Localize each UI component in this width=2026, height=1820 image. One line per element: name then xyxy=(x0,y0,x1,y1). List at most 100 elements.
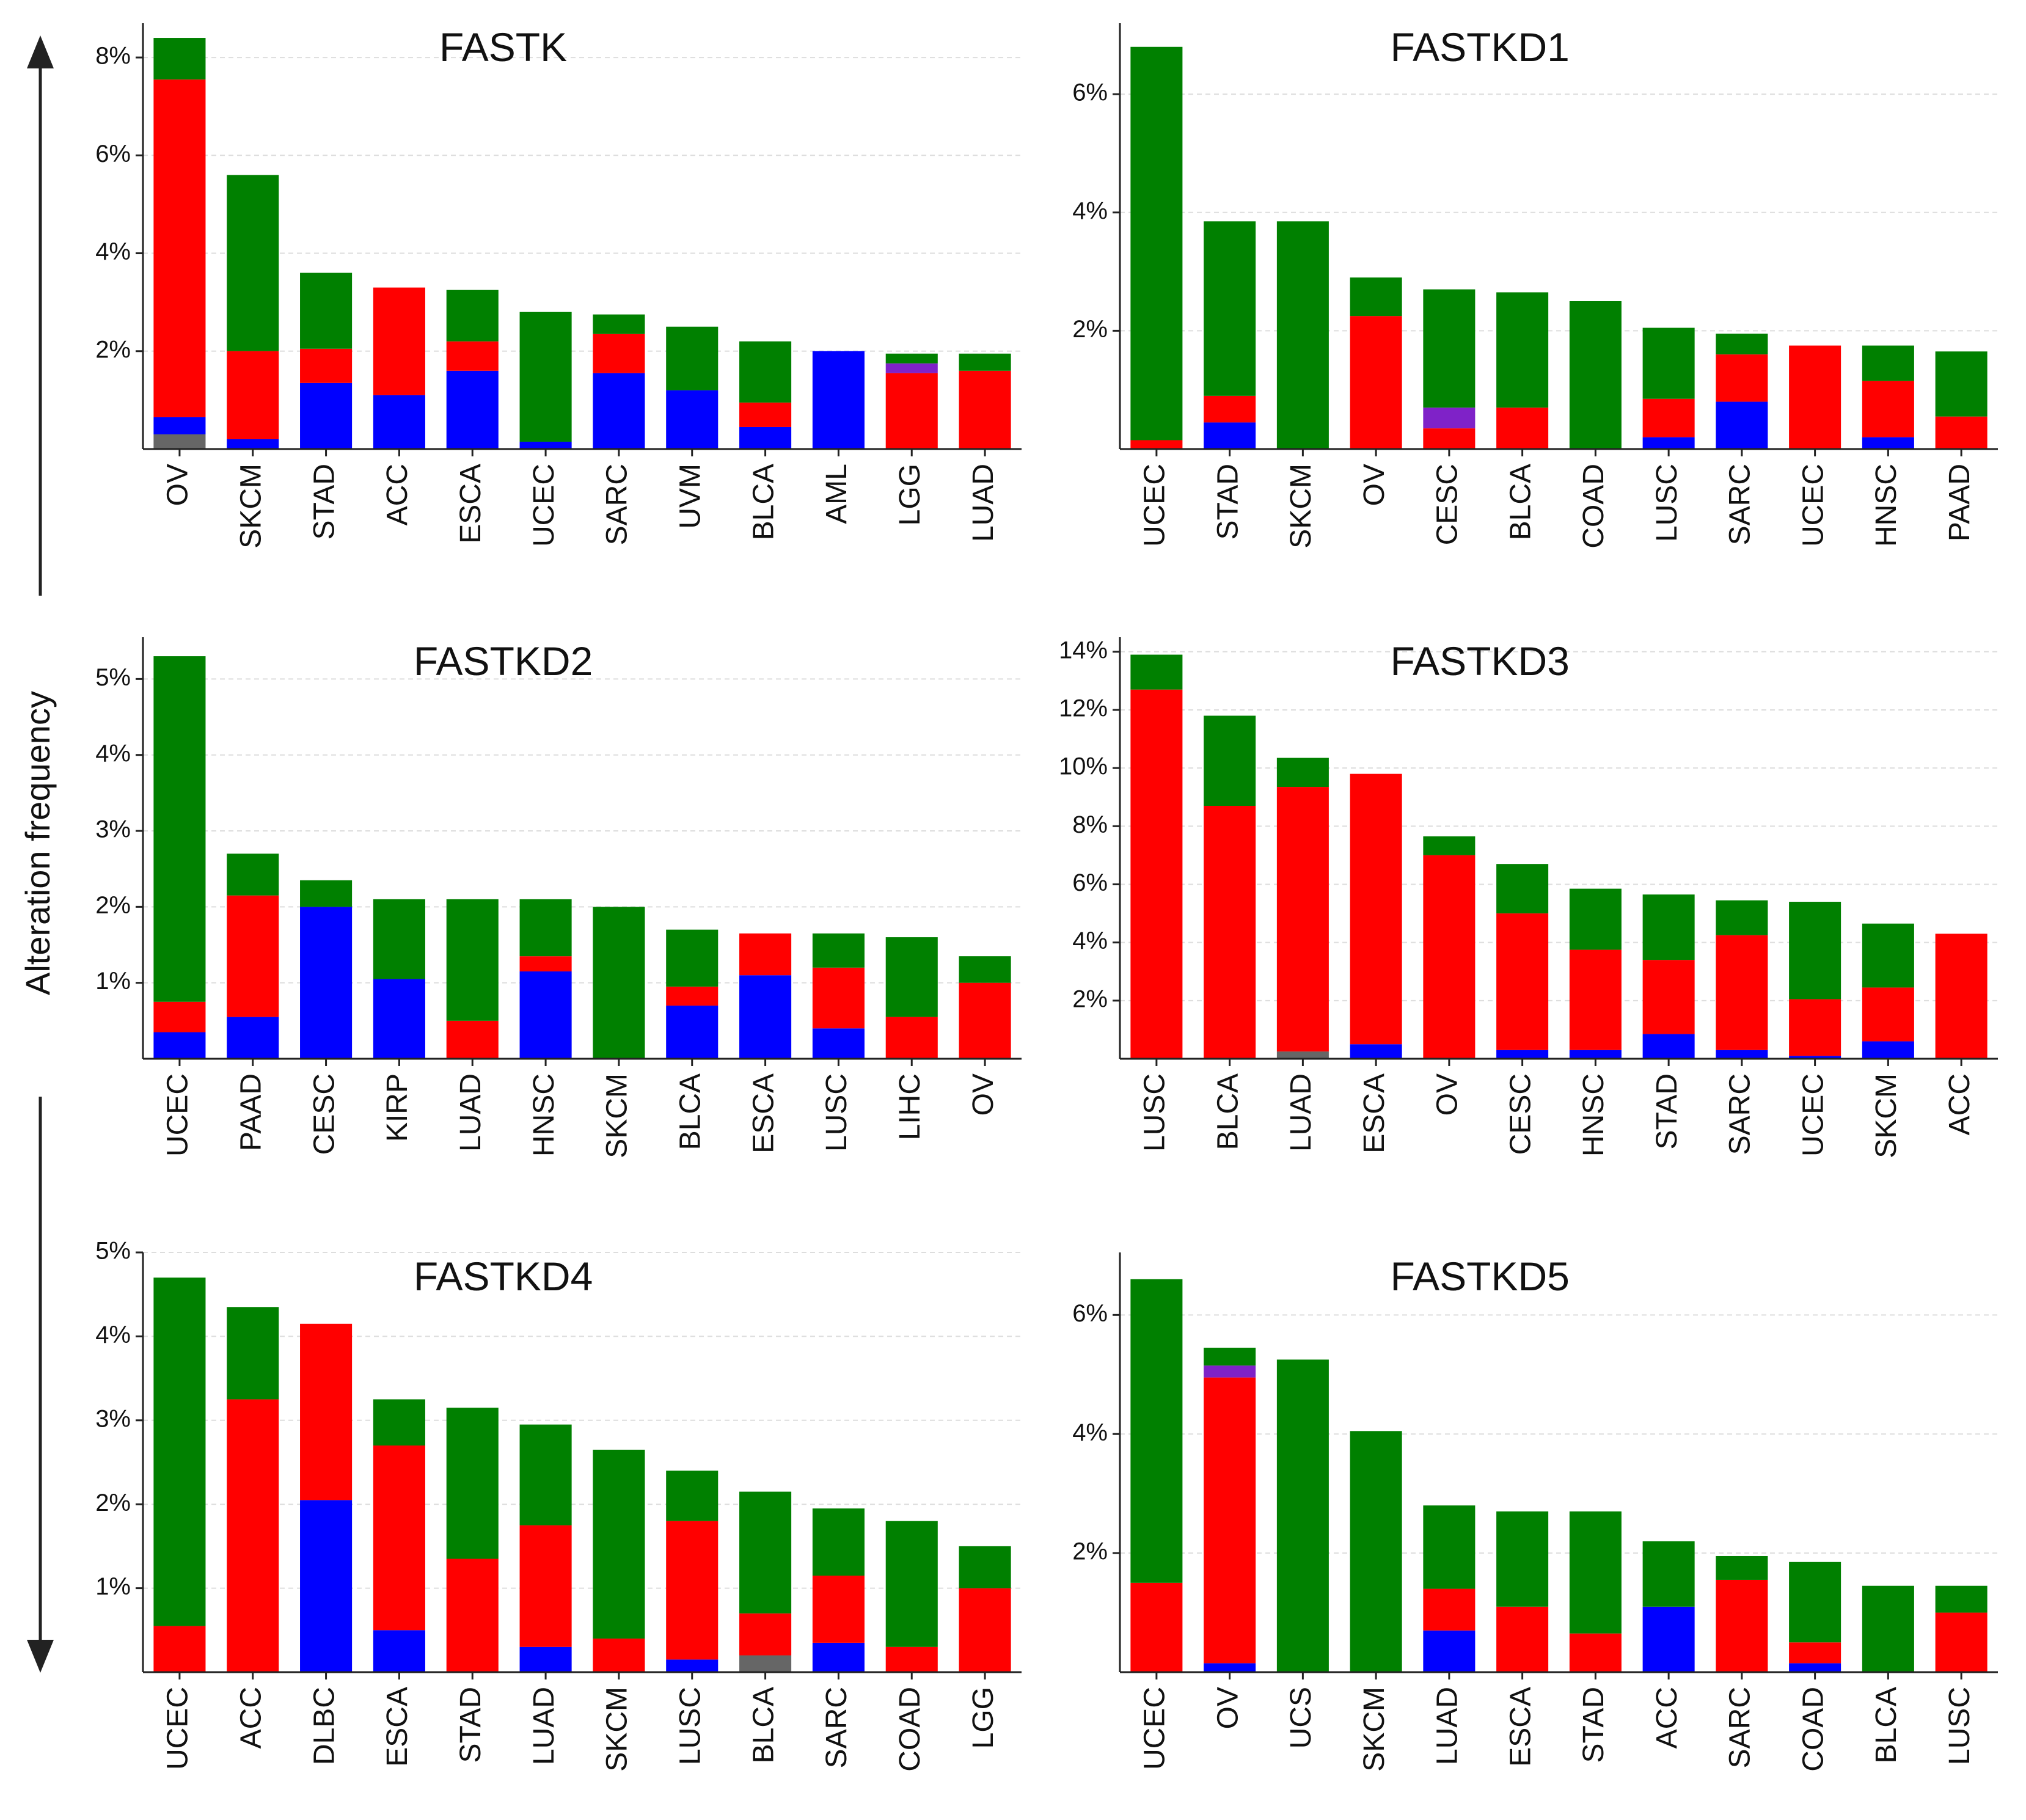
x-category-label: OV xyxy=(1358,464,1391,506)
bar-segment-sarc-deep-deletion xyxy=(593,373,645,449)
bar-segment-ucec-mutation xyxy=(153,656,206,1002)
panel-fastkd4: 1% 2% 3% 4% 5% UCEC ACC DLBC ESCA STAD LUAD SKCM LUS… xyxy=(95,1238,1022,1772)
bar-segment-skcm-amplification xyxy=(227,351,279,439)
bar-segment-luad-amplification xyxy=(1423,1588,1476,1631)
bar-segment-blca-amplification xyxy=(1496,407,1549,449)
bar-segment-paad-mutation xyxy=(1935,351,1988,417)
bar-segment-lgg-amplification xyxy=(885,373,938,449)
arrow-up-icon xyxy=(27,35,54,68)
bar-segment-esca-mutation xyxy=(373,1399,425,1446)
x-category-label: COAD xyxy=(1578,464,1610,549)
x-category-label: OV xyxy=(162,464,194,506)
x-category-label: SKCM xyxy=(601,1073,634,1158)
bar-segment-acc-deep-deletion xyxy=(373,395,425,449)
bar-segment-sarc-amplification xyxy=(1716,1579,1768,1672)
bar-segment-sarc-amplification xyxy=(812,1575,865,1643)
x-category-label: LUAD xyxy=(967,464,1000,542)
bar-segment-ucec-amplification xyxy=(153,1001,206,1032)
bar-segment-luad-mutation xyxy=(446,899,499,1021)
x-category-label: LGG xyxy=(967,1687,1000,1749)
bar-segment-ucec-deep-deletion xyxy=(519,441,572,449)
x-category-label: COAD xyxy=(1797,1687,1829,1772)
x-category-label: LUAD xyxy=(1285,1073,1317,1152)
bar-segment-ov-multiple-alterations xyxy=(1204,1365,1256,1378)
bar-segment-hnsc-mutation xyxy=(519,899,572,957)
bar-segment-uvm-mutation xyxy=(666,326,719,390)
bar-segment-coad-mutation xyxy=(885,1521,938,1647)
bar-segment-ucec-deep-deletion xyxy=(153,1032,206,1059)
bar-segment-stad-deep-deletion xyxy=(1642,1034,1695,1059)
bar-segment-blca-deep-deletion xyxy=(666,1005,719,1059)
bar-segment-ucec-amplification xyxy=(1789,999,1841,1056)
bar-segment-luad-deep-deletion xyxy=(519,1646,572,1672)
y-tick-label: 8% xyxy=(95,43,131,70)
x-category-label: BLCA xyxy=(747,464,780,540)
bar-segment-lusc-amplification xyxy=(812,967,865,1029)
bar-segment-hnsc-deep-deletion xyxy=(1862,437,1914,449)
bar-segment-luad-mutation xyxy=(1423,1505,1476,1589)
bar-segment-esca-deep-deletion xyxy=(373,1630,425,1672)
x-category-label: STAD xyxy=(308,464,340,539)
bar-segment-acc-amplification xyxy=(227,1399,279,1672)
bar-segment-dlbc-amplification xyxy=(300,1323,353,1500)
bar-segment-ucec-amplification xyxy=(1130,1582,1183,1672)
bar-segment-blca-amplification xyxy=(1204,806,1256,1059)
bar-segment-ov-deep-deletion xyxy=(1204,1663,1256,1672)
y-tick-label: 6% xyxy=(1072,869,1108,896)
bar-segment-kirp-deep-deletion xyxy=(373,979,425,1059)
x-category-label: ESCA xyxy=(381,1687,414,1767)
x-category-label: LUSC xyxy=(674,1687,706,1765)
bar-segment-ov-amplification xyxy=(1350,316,1402,449)
bar-segment-luad-amplification xyxy=(446,1020,499,1059)
bar-segment-esca-amplification xyxy=(446,341,499,371)
y-tick-label: 4% xyxy=(1072,1419,1108,1446)
y-tick-label: 2% xyxy=(95,1489,131,1516)
x-category-label: ESCA xyxy=(455,464,487,544)
chart-title: FASTKD5 xyxy=(1390,1254,1569,1299)
x-category-label: ESCA xyxy=(1504,1687,1537,1767)
bar-segment-blca-amplification xyxy=(666,986,719,1006)
x-category-label: UCEC xyxy=(1139,1687,1171,1770)
bar-segment-lusc-mutation xyxy=(1935,1585,1988,1613)
x-category-label: HNSC xyxy=(1578,1073,1610,1157)
y-tick-label: 10% xyxy=(1059,753,1108,780)
bar-segment-ov-mutation xyxy=(1204,1347,1256,1366)
bar-segment-ov-mutation xyxy=(959,956,1011,983)
bar-segment-stad-mutation xyxy=(446,1408,499,1559)
y-tick-label: 6% xyxy=(95,141,131,167)
x-category-label: SKCM xyxy=(1870,1073,1903,1158)
bar-segment-blca-mutation xyxy=(666,929,719,987)
bar-segment-sarc-amplification xyxy=(593,334,645,373)
bar-segment-esca-deep-deletion xyxy=(739,975,792,1059)
y-tick-label: 2% xyxy=(95,892,131,919)
bar-segment-sarc-amplification xyxy=(1716,935,1768,1050)
bar-segment-esca-amplification xyxy=(1350,773,1402,1045)
y-tick-label: 2% xyxy=(95,336,131,363)
bar-segment-acc-amplification xyxy=(1935,934,1988,1059)
bar-segment-lgg-amplification xyxy=(959,1588,1011,1672)
x-category-label: CESC xyxy=(308,1073,340,1155)
x-category-label: LGG xyxy=(894,464,926,525)
y-tick-label: 6% xyxy=(1072,1300,1108,1327)
x-category-label: KIRP xyxy=(381,1073,414,1142)
bar-segment-blca-mutation xyxy=(1204,715,1256,806)
bar-segment-hnsc-deep-deletion xyxy=(1569,1050,1622,1059)
bar-segment-blca-amplification xyxy=(739,402,792,427)
bar-segment-paad-amplification xyxy=(227,895,279,1017)
x-category-label: PAAD xyxy=(1944,464,1976,541)
bar-segment-hnsc-amplification xyxy=(519,956,572,972)
chart-title: FASTKD3 xyxy=(1390,638,1569,684)
bar-segment-cesc-deep-deletion xyxy=(1496,1050,1549,1059)
bar-segment-coad-mutation xyxy=(1569,301,1622,449)
bar-segment-uvm-deep-deletion xyxy=(666,390,719,449)
bar-segment-stad-mutation xyxy=(1204,221,1256,396)
bar-segment-luad-amplification xyxy=(959,370,1011,449)
bar-segment-acc-amplification xyxy=(373,287,425,395)
bar-segment-luad-mutation xyxy=(959,353,1011,371)
x-category-label: LUAD xyxy=(1432,1687,1464,1765)
x-category-label: SARC xyxy=(1724,1073,1757,1155)
bar-segment-ucs-mutation xyxy=(1276,1359,1329,1672)
bar-segment-skcm-deep-deletion xyxy=(227,439,279,449)
bar-segment-stad-amplification xyxy=(1569,1633,1622,1672)
bar-segment-cesc-multiple-alterations xyxy=(1423,407,1476,429)
